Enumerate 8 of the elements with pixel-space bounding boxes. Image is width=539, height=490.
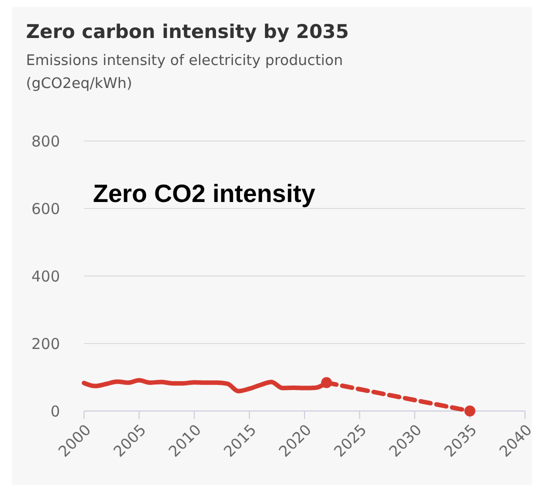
y-tick-label: 200	[31, 334, 60, 353]
y-tick-label: 800	[31, 132, 60, 150]
chart-subtitle: Emissions intensity of electricity production (gCO2eq/kWh)	[26, 52, 344, 94]
chart-title: Zero carbon intensity by 2035	[26, 21, 349, 43]
y-tick-label: 0	[50, 402, 60, 420]
y-tick-label: 600	[31, 200, 60, 218]
y-tick-label: 400	[31, 267, 60, 286]
annotation: Zero CO2 intensity	[93, 180, 316, 208]
